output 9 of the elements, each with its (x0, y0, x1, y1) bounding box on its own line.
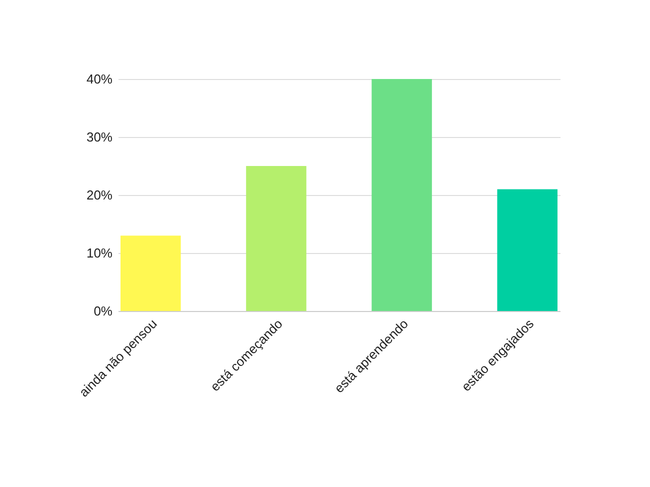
y-tick-label: 30% (86, 130, 113, 144)
y-tick-label: 40% (86, 72, 113, 86)
bar (246, 166, 306, 311)
bar (372, 79, 432, 311)
y-tick-label: 0% (94, 304, 113, 318)
bar (120, 236, 181, 311)
bar (497, 189, 558, 311)
y-tick-label: 10% (86, 246, 113, 260)
y-tick-label: 20% (86, 188, 113, 202)
